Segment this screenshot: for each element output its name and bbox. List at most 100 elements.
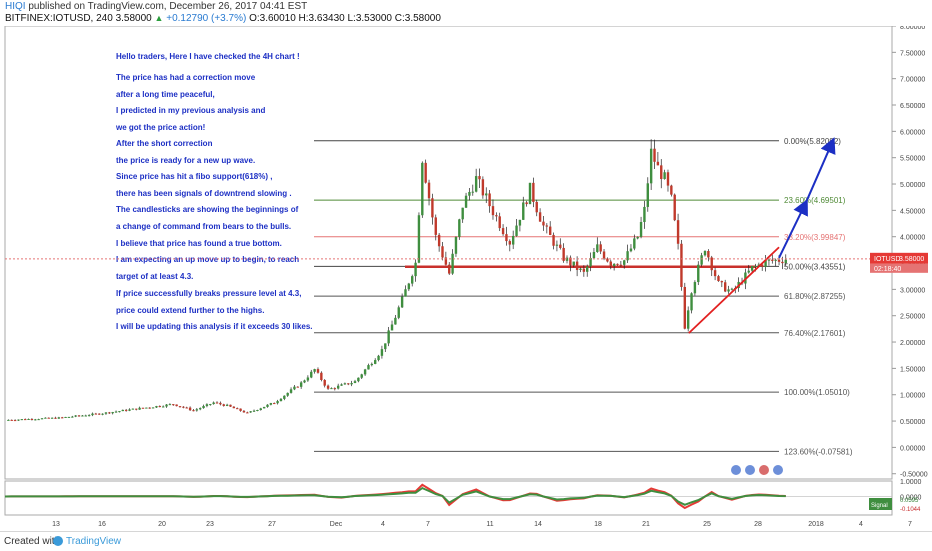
candle-body <box>246 412 249 414</box>
candle-body <box>252 410 256 412</box>
y-tick-label: 4.00000 <box>900 235 925 242</box>
candle-body <box>686 310 690 329</box>
fib-level-label: 23.60%(4.69501) <box>784 196 846 205</box>
candle-body <box>34 419 37 421</box>
symbol-info: BITFINEX:IOTUSD, 240 3.58000 ▲ +0.12790 … <box>5 13 441 24</box>
signal-line <box>4 486 786 506</box>
macd-legend-badge <box>869 498 892 510</box>
projection-arrow-2[interactable] <box>805 137 836 203</box>
candle-body <box>643 206 646 222</box>
annotation-line: after a long time peaceful, <box>116 90 215 99</box>
candle-body <box>586 266 589 272</box>
x-tick-label: 25 <box>703 521 711 528</box>
candle-body <box>606 258 609 262</box>
candle-body <box>279 398 283 402</box>
candle-body <box>424 162 427 183</box>
candle-body <box>774 259 777 261</box>
candle-body <box>387 330 390 344</box>
bar-countdown: 02:18:40 <box>874 266 901 273</box>
candle-body <box>370 363 374 366</box>
candle-body <box>464 195 468 208</box>
y-tick-label: 3.00000 <box>900 287 925 294</box>
projection-arrows[interactable] <box>778 137 836 259</box>
candle-body <box>411 276 414 284</box>
projection-arrow-1[interactable] <box>778 198 808 259</box>
candle-body <box>17 419 20 421</box>
candle-body <box>498 216 501 229</box>
x-tick-label: 13 <box>52 521 60 528</box>
flag-icon[interactable] <box>731 465 741 475</box>
annotation-line: Hello traders, Here I have checked the 4… <box>116 52 300 61</box>
y-tick-label: 6.50000 <box>900 103 925 110</box>
y-tick-label: -0.50000 <box>900 472 928 479</box>
fibonacci-retracement[interactable]: 0.00%(5.82092) 23.60%(4.69501) 38.20%(3.99… <box>314 137 853 457</box>
candle-body <box>707 250 710 258</box>
candle-body <box>175 404 178 407</box>
macd-legend: Signal 0.0595 -0.1044 <box>869 498 921 513</box>
candle-body <box>471 191 474 193</box>
analysis-annotation[interactable]: Hello traders, Here I have checked the 4… <box>115 52 313 331</box>
candle-body <box>663 172 666 180</box>
candle-body <box>623 260 626 265</box>
last-price: 3.58000 <box>115 13 152 24</box>
flag-icon[interactable] <box>745 465 755 475</box>
candle-body <box>114 411 118 413</box>
candle-body <box>511 235 515 245</box>
candle-body <box>61 417 64 419</box>
candle-body <box>478 176 481 180</box>
candle-body <box>91 413 94 416</box>
candle-body <box>64 416 67 418</box>
author-name[interactable]: HIQI <box>5 1 26 12</box>
candle-body <box>57 417 61 419</box>
publish-text: published on TradingView.com, December 2… <box>25 1 308 12</box>
price-value-label: 3.58000 <box>899 256 924 263</box>
price-chart[interactable]: 8.00000 7.50000 7.00000 6.50000 6.00000 5.500… <box>0 26 932 531</box>
flag-icon[interactable] <box>759 465 769 475</box>
time-axis[interactable]: 13 16 20 23 27 Dec 4 7 11 14 18 21 25 28 2018 4 7 <box>52 521 912 528</box>
candle-body <box>559 244 562 248</box>
publish-info: HIQI published on TradingView.com, Decem… <box>5 1 307 12</box>
macd-tick-label: 0.0000 <box>900 494 922 501</box>
candle-body <box>710 257 713 271</box>
trendline-stroke[interactable] <box>688 246 780 334</box>
x-tick-label: 7 <box>426 521 430 528</box>
candle-body <box>212 402 215 405</box>
macd-hist-value: 0.0595 <box>900 498 919 504</box>
footer: Created with TradingView <box>0 531 932 551</box>
candle-body <box>128 409 131 411</box>
flag-icon[interactable] <box>773 465 783 475</box>
candle-body <box>626 251 629 261</box>
annotation-line: I believe that price has found a true bo… <box>116 239 282 248</box>
candlestick-series <box>7 139 787 422</box>
candle-body <box>508 241 512 245</box>
x-tick-label: 28 <box>754 521 762 528</box>
candle-body <box>518 219 522 226</box>
annotation-line: I am expecting an up move up to begin, t… <box>116 255 299 264</box>
x-tick-label: 23 <box>206 521 214 528</box>
ascending-trendline[interactable] <box>688 246 780 334</box>
candle-body <box>515 225 518 236</box>
x-tick-label: Dec <box>330 521 343 528</box>
candle-body <box>495 215 498 217</box>
macd-axis[interactable]: 1.0000 0.0000 <box>900 479 922 501</box>
candle-body <box>700 255 703 265</box>
candle-body <box>350 383 353 385</box>
candle-body <box>421 162 424 216</box>
up-arrow-icon: ▲ <box>154 13 164 23</box>
candle-body <box>730 288 734 290</box>
candle-body <box>703 250 707 256</box>
candle-body <box>118 411 121 413</box>
candle-body <box>761 264 764 267</box>
candle-body <box>407 283 411 290</box>
candle-body <box>602 251 606 259</box>
macd-series <box>4 483 892 510</box>
tradingview-brand[interactable]: TradingView <box>66 536 122 547</box>
event-markers[interactable] <box>731 465 783 475</box>
candle-body <box>155 406 158 408</box>
candle-body <box>44 417 47 419</box>
candle-body <box>336 385 340 389</box>
price-axis[interactable]: 8.00000 7.50000 7.00000 6.50000 6.00000 5.500… <box>892 26 928 479</box>
x-tick-label: 7 <box>908 521 912 528</box>
candle-body <box>525 202 528 205</box>
candle-body <box>461 207 464 220</box>
